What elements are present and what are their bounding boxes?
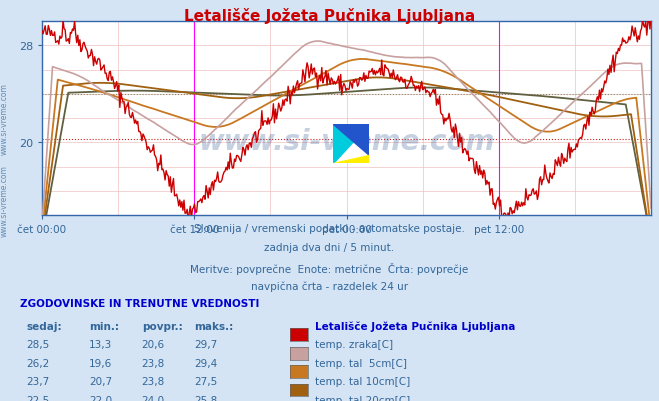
Text: 13,3: 13,3 xyxy=(89,339,112,349)
Polygon shape xyxy=(333,125,369,163)
Text: 25,8: 25,8 xyxy=(194,395,217,401)
Text: navpična črta - razdelek 24 ur: navpična črta - razdelek 24 ur xyxy=(251,281,408,292)
Text: Letališče Jožeta Pučnika Ljubljana: Letališče Jožeta Pučnika Ljubljana xyxy=(315,321,515,331)
Text: temp. tal 10cm[C]: temp. tal 10cm[C] xyxy=(315,376,411,386)
Text: temp. tal 20cm[C]: temp. tal 20cm[C] xyxy=(315,395,411,401)
Text: www.si-vreme.com: www.si-vreme.com xyxy=(198,128,495,156)
Text: 26,2: 26,2 xyxy=(26,358,49,368)
Text: www.si-vreme.com: www.si-vreme.com xyxy=(0,165,9,236)
Text: sedaj:: sedaj: xyxy=(26,321,62,331)
Text: www.si-vreme.com: www.si-vreme.com xyxy=(0,83,9,154)
Text: 20,7: 20,7 xyxy=(89,376,112,386)
Text: 22,0: 22,0 xyxy=(89,395,112,401)
Text: Slovenija / vremenski podatki - avtomatske postaje.: Slovenija / vremenski podatki - avtomats… xyxy=(194,223,465,233)
Text: zadnja dva dni / 5 minut.: zadnja dva dni / 5 minut. xyxy=(264,243,395,253)
Text: 20,6: 20,6 xyxy=(142,339,165,349)
Text: min.:: min.: xyxy=(89,321,119,331)
Text: 27,5: 27,5 xyxy=(194,376,217,386)
Polygon shape xyxy=(333,125,369,163)
Text: 28,5: 28,5 xyxy=(26,339,49,349)
Text: 29,4: 29,4 xyxy=(194,358,217,368)
Text: povpr.:: povpr.: xyxy=(142,321,183,331)
Text: maks.:: maks.: xyxy=(194,321,234,331)
Polygon shape xyxy=(333,156,369,163)
Text: 23,7: 23,7 xyxy=(26,376,49,386)
Text: Letališče Jožeta Pučnika Ljubljana: Letališče Jožeta Pučnika Ljubljana xyxy=(184,8,475,24)
Text: ZGODOVINSKE IN TRENUTNE VREDNOSTI: ZGODOVINSKE IN TRENUTNE VREDNOSTI xyxy=(20,299,259,309)
Text: 29,7: 29,7 xyxy=(194,339,217,349)
Text: temp. zraka[C]: temp. zraka[C] xyxy=(315,339,393,349)
Text: 23,8: 23,8 xyxy=(142,376,165,386)
Text: 19,6: 19,6 xyxy=(89,358,112,368)
Text: 24,0: 24,0 xyxy=(142,395,165,401)
Text: temp. tal  5cm[C]: temp. tal 5cm[C] xyxy=(315,358,407,368)
Polygon shape xyxy=(333,125,369,156)
Text: 22,5: 22,5 xyxy=(26,395,49,401)
Text: Meritve: povprečne  Enote: metrične  Črta: povprečje: Meritve: povprečne Enote: metrične Črta:… xyxy=(190,262,469,274)
Text: 23,8: 23,8 xyxy=(142,358,165,368)
